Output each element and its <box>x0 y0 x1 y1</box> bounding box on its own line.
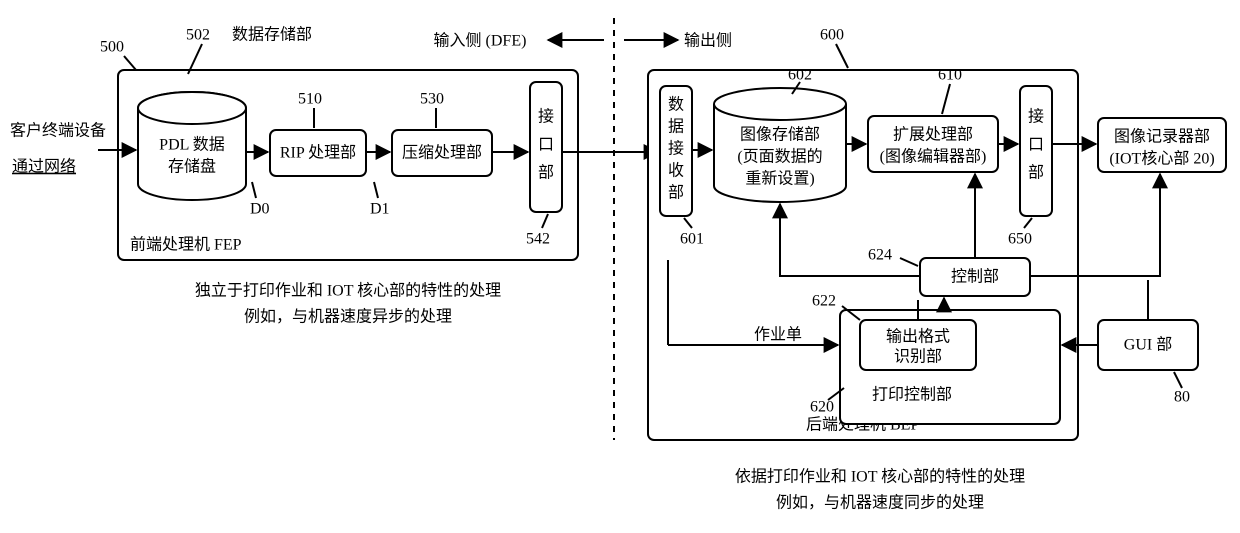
pdl-label-2: 存储盘 <box>168 157 216 176</box>
num-624: 624 <box>868 247 892 264</box>
num-80: 80 <box>1174 389 1190 406</box>
num-542: 542 <box>526 231 550 248</box>
rx-5: 部 <box>668 184 684 202</box>
num-500: 500 <box>100 39 124 56</box>
if-l-2: 口 <box>538 137 554 154</box>
print-ctrl-label: 打印控制部 <box>872 386 952 404</box>
leader-500 <box>124 56 136 70</box>
num-602: 602 <box>788 67 812 84</box>
if-r-3: 部 <box>1028 164 1044 182</box>
leader-80 <box>1174 372 1182 388</box>
input-side-label: 输入侧 (DFE) <box>434 32 527 50</box>
leader-600 <box>836 44 848 68</box>
iot-2: (IOT核心部 20) <box>1109 150 1214 168</box>
client-label: 客户终端设备 <box>10 122 106 140</box>
iot-1: 图像记录器部 <box>1114 128 1210 146</box>
bep-desc-1: 依据打印作业和 IOT 核心部的特性的处理 <box>735 468 1025 486</box>
d1-label: D1 <box>370 201 390 218</box>
if-r-1: 接 <box>1028 108 1044 126</box>
fep-desc-1: 独立于打印作业和 IOT 核心部的特性的处理 <box>195 282 501 300</box>
pdl-cylinder: PDL 数据 存储盘 <box>138 92 246 200</box>
if-r-2: 口 <box>1028 137 1044 154</box>
num-610: 610 <box>938 67 962 84</box>
imgstore-3: 重新设置) <box>745 170 814 188</box>
num-601: 601 <box>680 231 704 248</box>
compress-label: 压缩处理部 <box>402 144 482 162</box>
rx-1: 数 <box>668 96 684 114</box>
imgstore-2: (页面数据的 <box>737 148 822 166</box>
num-620: 620 <box>810 399 834 416</box>
rx-3: 接 <box>668 140 684 158</box>
gui-label: GUI 部 <box>1124 336 1172 354</box>
if-l-1: 接 <box>538 108 554 126</box>
expand-1: 扩展处理部 <box>893 126 973 144</box>
fep-desc-2: 例如，与机器速度异步的处理 <box>244 308 452 326</box>
bep-desc-2: 例如，与机器速度同步的处理 <box>776 494 984 512</box>
num-530: 530 <box>420 91 444 108</box>
pdl-label-1: PDL 数据 <box>159 136 225 154</box>
diagram-canvas: 输入侧 (DFE) 输出侧 前端处理机 FEP 500 502 数据存储部 PD… <box>0 0 1240 533</box>
num-600: 600 <box>820 27 844 44</box>
imgstore-1: 图像存储部 <box>740 126 820 144</box>
output-side-label: 输出侧 <box>684 32 732 50</box>
ctrl-label: 控制部 <box>951 268 999 286</box>
job-ticket-label: 作业单 <box>754 326 802 344</box>
num-650: 650 <box>1008 231 1032 248</box>
if-l-3: 部 <box>538 164 554 182</box>
rx-2: 据 <box>668 118 684 136</box>
image-store-cylinder: 图像存储部 (页面数据的 重新设置) <box>714 88 846 202</box>
outfmt-1: 输出格式 <box>886 328 950 346</box>
data-store-label: 数据存储部 <box>232 26 312 44</box>
d0-label: D0 <box>250 201 270 218</box>
rx-4: 收 <box>668 162 684 180</box>
num-622: 622 <box>812 293 836 310</box>
via-network-label: 通过网络 <box>12 157 76 176</box>
fep-frame-label: 前端处理机 FEP <box>130 236 242 254</box>
rip-label: RIP 处理部 <box>280 144 356 162</box>
num-502: 502 <box>186 27 210 44</box>
expand-2: (图像编辑器部) <box>880 148 987 166</box>
num-510: 510 <box>298 91 322 108</box>
outfmt-2: 识别部 <box>894 348 942 366</box>
